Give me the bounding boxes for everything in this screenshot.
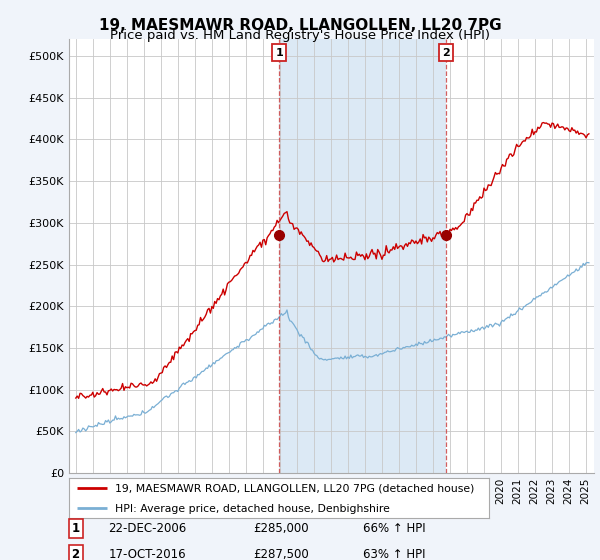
Text: 2: 2 (71, 548, 80, 560)
Text: 63% ↑ HPI: 63% ↑ HPI (363, 548, 425, 560)
Text: 22-DEC-2006: 22-DEC-2006 (109, 522, 187, 535)
Text: 66% ↑ HPI: 66% ↑ HPI (363, 522, 425, 535)
Text: 17-OCT-2016: 17-OCT-2016 (109, 548, 186, 560)
Text: £285,000: £285,000 (253, 522, 308, 535)
Text: 2: 2 (442, 48, 450, 58)
Text: 1: 1 (71, 522, 80, 535)
Text: 19, MAESMAWR ROAD, LLANGOLLEN, LL20 7PG: 19, MAESMAWR ROAD, LLANGOLLEN, LL20 7PG (98, 18, 502, 33)
Text: 1: 1 (275, 48, 283, 58)
Text: HPI: Average price, detached house, Denbighshire: HPI: Average price, detached house, Denb… (115, 504, 390, 514)
Text: £287,500: £287,500 (253, 548, 308, 560)
Text: Price paid vs. HM Land Registry's House Price Index (HPI): Price paid vs. HM Land Registry's House … (110, 29, 490, 42)
Bar (279, 39, 446, 473)
Text: 19, MAESMAWR ROAD, LLANGOLLEN, LL20 7PG (detached house): 19, MAESMAWR ROAD, LLANGOLLEN, LL20 7PG … (115, 484, 475, 493)
